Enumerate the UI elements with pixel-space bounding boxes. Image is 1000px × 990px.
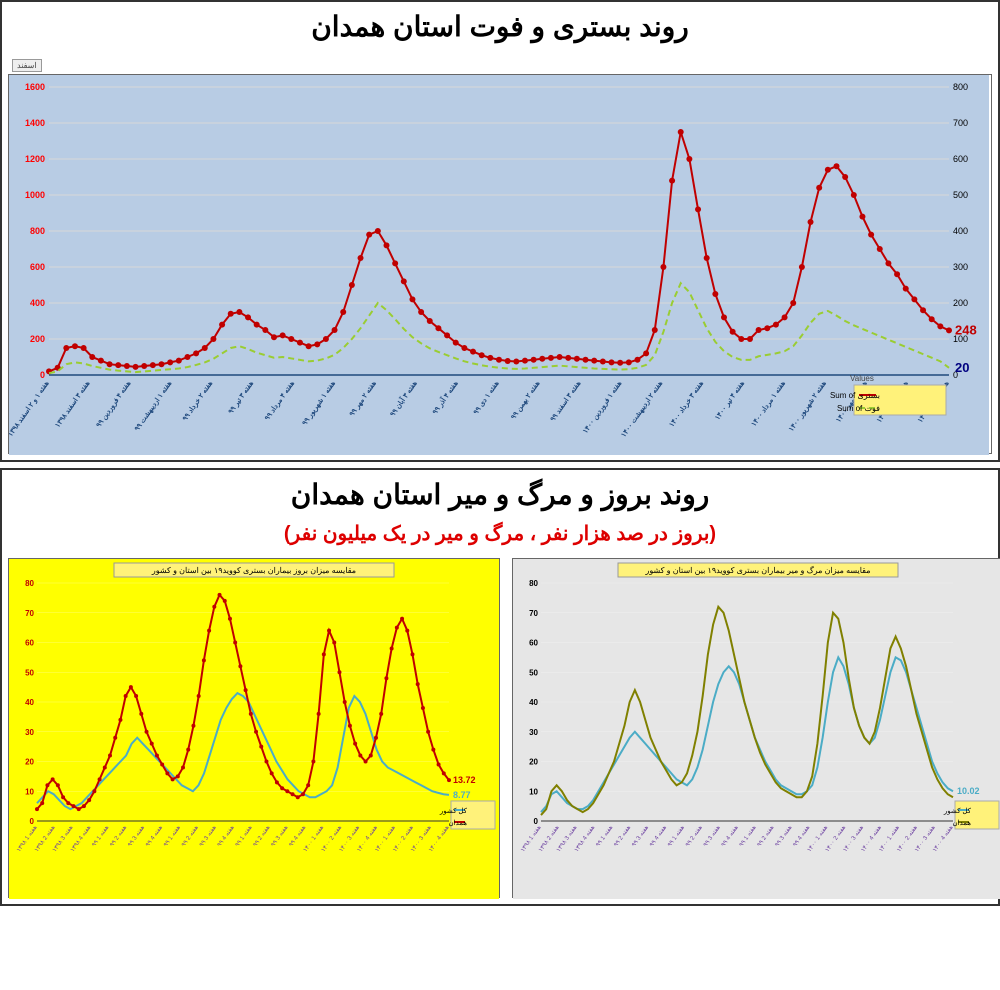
svg-text:600: 600 (30, 262, 45, 272)
svg-text:200: 200 (953, 298, 968, 308)
svg-text:کل کشور: کل کشور (439, 807, 468, 815)
svg-text:400: 400 (30, 298, 45, 308)
svg-text:مقایسه میزان مرگ و میر بیماران: مقایسه میزان مرگ و میر بیماران بستری کوو… (644, 565, 870, 575)
svg-text:20: 20 (529, 758, 538, 767)
svg-text:800: 800 (30, 226, 45, 236)
bottom-left-chart: مقایسه میزان بروز بیماران بستری کووید۱۹ … (8, 558, 500, 898)
svg-text:70: 70 (25, 609, 34, 618)
svg-text:10.02: 10.02 (957, 786, 980, 796)
svg-text:همدان: همدان (449, 819, 468, 827)
svg-text:0: 0 (534, 817, 539, 826)
svg-text:1200: 1200 (25, 154, 45, 164)
svg-text:همدان: همدان (953, 819, 972, 827)
svg-text:40: 40 (529, 698, 538, 707)
bottom-right-chart: مقایسه میزان مرگ و میر بیماران بستری کوو… (512, 558, 1000, 898)
svg-text:600: 600 (953, 154, 968, 164)
bottom-subtitle: (بروز در صد هزار نفر ، مرگ و میر در یک م… (2, 519, 998, 552)
top-chart-plot: 0200400600800100012001400160001002003004… (8, 74, 992, 454)
svg-text:200: 200 (30, 334, 45, 344)
bottom-title: روند بروز و مرگ و میر استان همدان (2, 470, 998, 519)
svg-text:0: 0 (40, 370, 45, 380)
svg-text:70: 70 (529, 609, 538, 618)
svg-text:1400: 1400 (25, 118, 45, 128)
svg-text:60: 60 (529, 639, 538, 648)
svg-text:20: 20 (955, 360, 969, 375)
svg-text:500: 500 (953, 190, 968, 200)
svg-text:50: 50 (529, 668, 538, 677)
top-chart: اسفند 0200400600800100012001400160001002… (8, 57, 992, 454)
svg-text:80: 80 (529, 579, 538, 588)
svg-text:مقایسه میزان بروز بیماران بستر: مقایسه میزان بروز بیماران بستری کووید۱۹ … (151, 566, 356, 575)
svg-text:248: 248 (955, 322, 977, 337)
svg-text:20: 20 (25, 758, 34, 767)
svg-text:30: 30 (25, 728, 34, 737)
svg-text:60: 60 (25, 639, 34, 648)
top-title: روند بستری و فوت استان همدان (2, 2, 998, 51)
tab[interactable]: اسفند (12, 59, 42, 72)
tab-strip: اسفند (8, 57, 992, 74)
svg-text:کل کشور: کل کشور (943, 807, 972, 815)
svg-text:0: 0 (30, 817, 35, 826)
svg-text:بستری Sum of: بستری Sum of (830, 391, 880, 400)
svg-text:1600: 1600 (25, 82, 45, 92)
svg-text:800: 800 (953, 82, 968, 92)
svg-text:50: 50 (25, 668, 34, 677)
top-panel: روند بستری و فوت استان همدان اسفند 0 200 4… (0, 0, 1000, 462)
svg-text:80: 80 (25, 579, 34, 588)
svg-text:300: 300 (953, 262, 968, 272)
bottom-row: مقایسه میزان بروز بیماران بستری کووید۱۹ … (2, 552, 998, 904)
svg-text:700: 700 (953, 118, 968, 128)
svg-text:30: 30 (529, 728, 538, 737)
svg-text:1000: 1000 (25, 190, 45, 200)
bottom-panel: روند بروز و مرگ و میر استان همدان (بروز … (0, 468, 1000, 906)
svg-text:Values: Values (850, 374, 874, 383)
svg-text:8.77: 8.77 (453, 790, 471, 800)
bottom-right-plot: مقایسه میزان مرگ و میر بیماران بستری کوو… (512, 558, 1000, 898)
svg-text:10: 10 (529, 787, 538, 796)
svg-text:13.72: 13.72 (453, 775, 476, 785)
svg-text:10: 10 (25, 787, 34, 796)
svg-text:400: 400 (953, 226, 968, 236)
svg-text:40: 40 (25, 698, 34, 707)
svg-text:فوت Sum of: فوت Sum of (837, 404, 880, 413)
bottom-left-plot: مقایسه میزان بروز بیماران بستری کووید۱۹ … (8, 558, 500, 898)
